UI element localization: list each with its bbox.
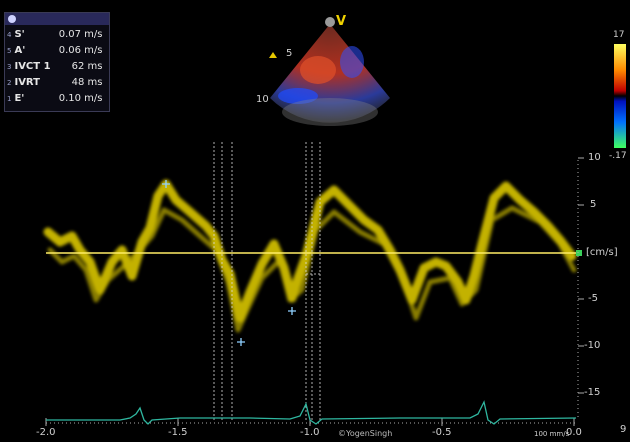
measurement-label: E' [14,93,25,104]
caliper-markers [162,180,296,346]
baseline-marker [576,250,582,256]
ecg-trace [46,400,577,425]
time-tick: -1.5 [168,427,188,438]
measurement-row: 3 IVCT 1 62 ms [7,61,103,72]
time-extra: 9 [620,424,627,435]
caliper-marker-icon [237,338,245,346]
velocity-axis [577,157,584,420]
velocity-unit: [cm/s] [586,247,618,258]
velocity-tick: -15 [584,387,601,398]
measurement-value: 62 ms [71,61,103,72]
velocity-tick: -10 [584,340,601,351]
time-tick: -0.5 [432,427,452,438]
measurement-value: 0.07 m/s [58,29,103,40]
tissue-region [282,98,378,126]
measurement-panel: 4 S' 0.07 m/s 5 A' 0.06 m/s 3 IVCT 1 62 ms 2 IV… [4,12,110,112]
panel-icon [8,15,16,23]
measurement-label: A' [14,45,26,56]
caliper-marker-icon [162,180,170,188]
color-scale-bottom: -.17 [609,151,627,161]
measurement-row: 5 A' 0.06 m/s [7,45,103,56]
measurement-value: 0.06 m/s [58,45,103,56]
color-scale-top: 17 [613,30,625,40]
depth-label: 5 [286,48,293,59]
velocity-tick: 10 [588,152,601,163]
time-tick: -1.0 [300,427,320,438]
measurement-row: 1 E' 0.10 m/s [7,93,103,104]
measurement-value: 0.10 m/s [58,93,103,104]
panel-header [5,13,109,25]
color-flow-region [278,88,318,104]
caliper-marker-icon [288,307,296,315]
orientation-marker-icon [269,52,277,58]
watermark: ©YogenSingh [338,429,393,438]
doppler-trace [43,179,577,333]
caliper-lines [213,142,322,420]
color-flow-region [300,56,336,84]
view-marker: V [336,14,347,29]
measurement-row: 4 S' 0.07 m/s [7,29,103,40]
time-tick: -2.0 [36,427,56,438]
measurement-row: 2 IVRT 48 ms [7,77,103,88]
time-tick: 0.0 [566,427,582,438]
velocity-tick: -5 [588,293,598,304]
probe-icon [325,17,335,27]
velocity-tick: 5 [590,199,597,210]
measurement-label: S' [14,29,25,40]
measurement-label: IVRT [14,77,41,88]
sweep-speed: 100 mm/s [534,430,570,438]
measurement-value: 48 ms [71,77,103,88]
depth-label: 10 [256,94,269,105]
measurement-label: IVCT 1 [14,61,51,72]
color-flow-region [340,46,364,78]
